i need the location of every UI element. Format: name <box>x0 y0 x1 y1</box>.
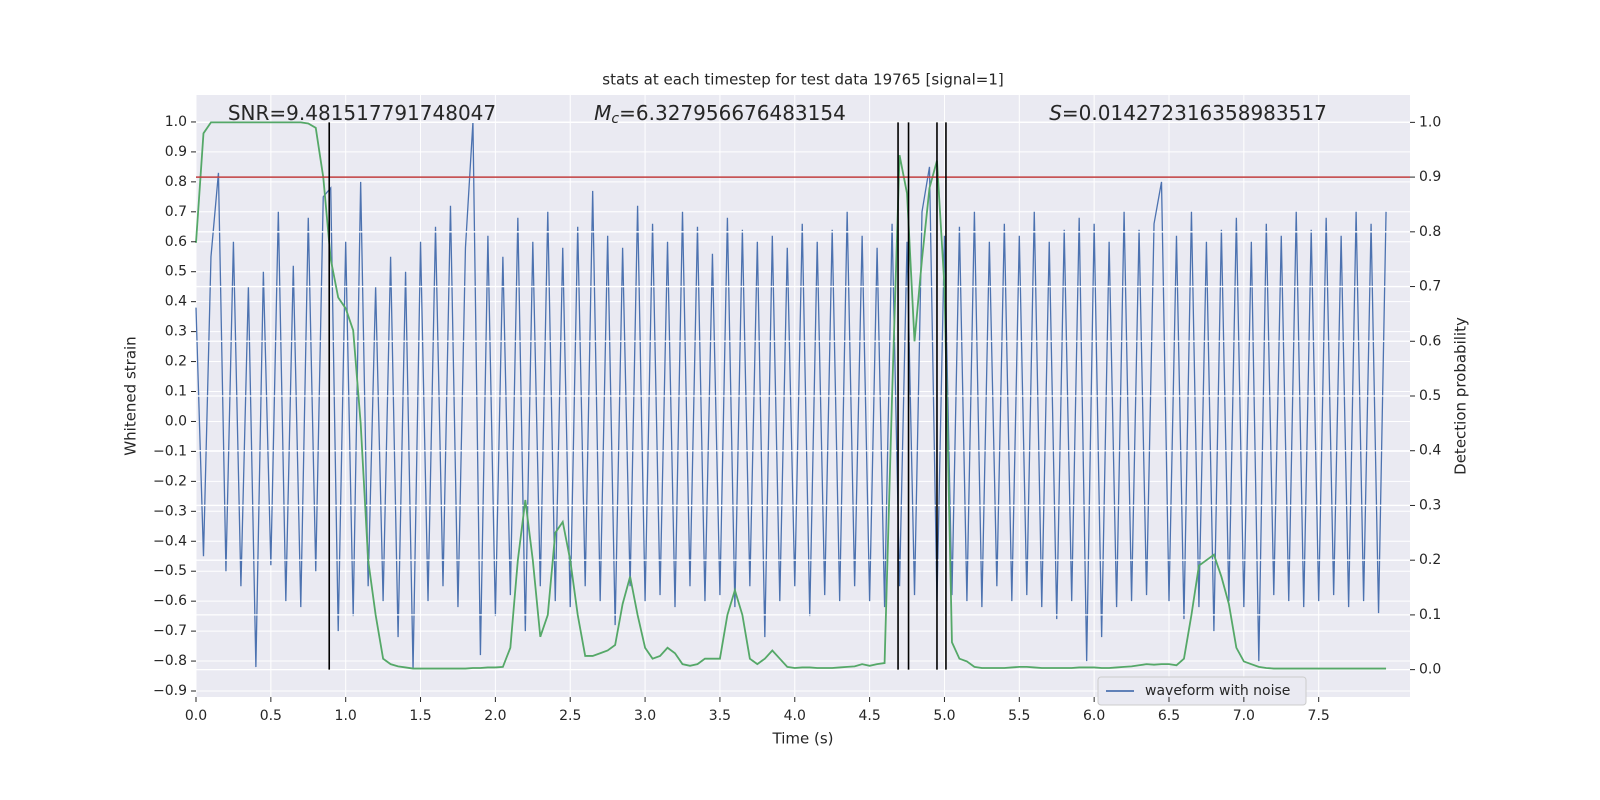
legend-box <box>1097 676 1307 706</box>
y-tick-label: 0.4 <box>165 294 187 310</box>
y-tick-label: −0.5 <box>153 563 187 579</box>
x-tick-label: 2.5 <box>559 708 581 724</box>
y2-tick-label: 0.5 <box>1419 388 1441 404</box>
x-tick-label: 4.5 <box>858 708 880 724</box>
y2-tick-label: 0.3 <box>1419 497 1441 513</box>
legend-label: waveform with noise <box>1145 683 1290 699</box>
y-tick-label: −0.2 <box>153 473 187 489</box>
y-tick-label: 0.9 <box>165 144 187 160</box>
x-tick-label: 0.5 <box>260 708 282 724</box>
annotation-text: SNR=9.481517791748047 <box>228 101 496 125</box>
y-tick-label: −0.7 <box>153 623 187 639</box>
y2-tick-label: 0.4 <box>1419 443 1441 459</box>
y-tick-label: 0.1 <box>165 384 187 400</box>
y-tick-label: 0.7 <box>165 204 187 220</box>
y-tick-label: −0.6 <box>153 593 187 609</box>
y-tick-label: 0.6 <box>165 234 187 250</box>
y2-tick-label: 0.2 <box>1419 552 1441 568</box>
chart-title: stats at each timestep for test data 197… <box>602 71 1003 89</box>
y2-tick-label: 0.8 <box>1419 224 1441 240</box>
y-tick-label: −0.1 <box>153 443 187 459</box>
series-line <box>195 121 1387 670</box>
y2-tick-label: 0.1 <box>1419 607 1441 623</box>
y2-tick-label: 0.9 <box>1419 169 1441 185</box>
annotation-symbol: M <box>594 101 611 125</box>
series-line <box>195 121 1387 671</box>
y2-axis-label: Detection probability <box>1452 317 1470 475</box>
data-layer <box>195 121 1387 671</box>
y-tick-label: −0.4 <box>153 533 187 549</box>
y-tick-label: 0.3 <box>165 324 187 340</box>
x-tick-label: 2.0 <box>484 708 506 724</box>
annotation: Mc=6.327956676483154 <box>594 101 846 128</box>
annotation-text: =6.327956676483154 <box>619 101 846 125</box>
x-tick-label: 1.0 <box>335 708 357 724</box>
x-tick-label: 0.0 <box>185 708 207 724</box>
x-tick-label: 6.0 <box>1083 708 1105 724</box>
legend: waveform with noise <box>1097 676 1307 706</box>
y-tick-label: −0.3 <box>153 503 187 519</box>
annotation-sub: c <box>611 111 619 127</box>
y2-tick-label: 0.7 <box>1419 279 1441 295</box>
overlay: SNR=9.481517791748047 Mc=6.32795667648315… <box>195 101 1410 706</box>
y-tick-label: 0.5 <box>165 264 187 280</box>
annotation-symbol: S <box>1049 101 1062 125</box>
x-tick-label: 7.0 <box>1233 708 1255 724</box>
x-tick-label: 5.0 <box>933 708 955 724</box>
y2-tick-label: 1.0 <box>1419 114 1441 130</box>
y2-tick-label: 0.0 <box>1419 662 1441 678</box>
y-axis-label: Whitened strain <box>122 336 140 455</box>
x-tick-label: 6.5 <box>1158 708 1180 724</box>
y-tick-label: −0.8 <box>153 653 187 669</box>
y-tick-label: 1.0 <box>165 114 187 130</box>
x-tick-label: 3.0 <box>634 708 656 724</box>
x-tick-label: 4.0 <box>784 708 806 724</box>
y-tick-label: 0.2 <box>165 354 187 370</box>
y-tick-label: 0.0 <box>165 413 187 429</box>
annotation-text: =0.014272316358983517 <box>1062 101 1327 125</box>
x-tick-label: 7.5 <box>1308 708 1330 724</box>
x-tick-label: 5.5 <box>1008 708 1030 724</box>
annotation: SNR=9.481517791748047 <box>228 101 496 125</box>
annotation: S=0.014272316358983517 <box>1049 101 1327 125</box>
y2-tick-label: 0.6 <box>1419 333 1441 349</box>
x-axis-label: Time (s) <box>772 730 834 748</box>
y-tick-label: −0.9 <box>153 683 187 699</box>
x-tick-label: 1.5 <box>409 708 431 724</box>
x-tick-label: 3.5 <box>709 708 731 724</box>
y-tick-label: 0.8 <box>165 174 187 190</box>
